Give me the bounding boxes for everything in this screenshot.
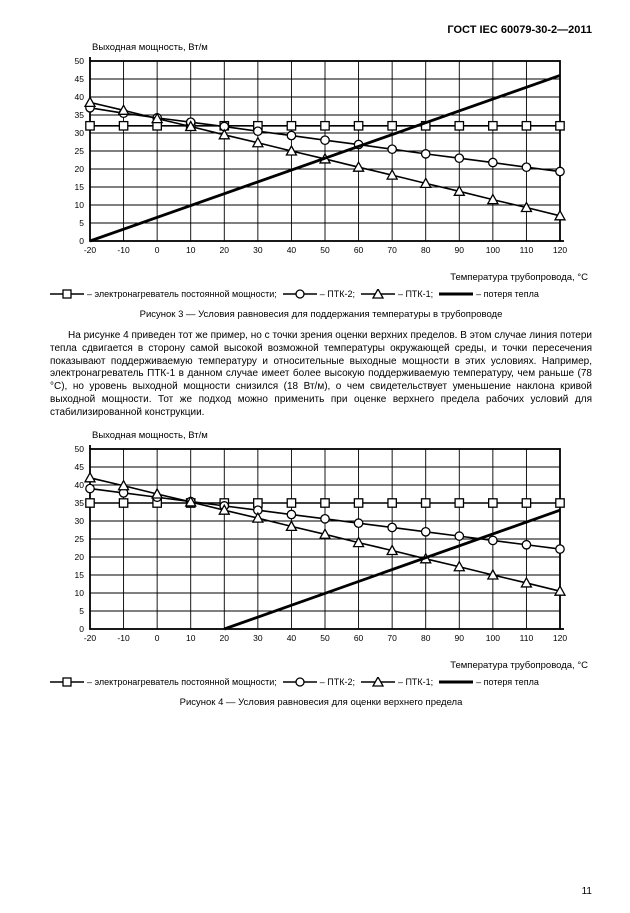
chart4-caption: Рисунок 4 — Условия равновесия для оценк… — [50, 697, 592, 708]
svg-text:0: 0 — [155, 245, 160, 255]
svg-text:0: 0 — [79, 624, 84, 634]
legend-label-ptk2: – ПТК-2; — [320, 289, 355, 299]
legend-item-const: – электронагреватель постоянной мощности… — [50, 289, 277, 299]
legend-item-heat: – потеря тепла — [439, 289, 539, 299]
svg-text:50: 50 — [75, 444, 85, 454]
svg-text:35: 35 — [75, 110, 85, 120]
legend-label-const: – электронагреватель постоянной мощности… — [87, 289, 277, 299]
svg-text:110: 110 — [520, 245, 534, 255]
legend-label-ptk1: – ПТК-1; — [398, 677, 433, 687]
svg-text:-20: -20 — [84, 633, 97, 643]
svg-text:0: 0 — [79, 236, 84, 246]
svg-text:50: 50 — [75, 56, 85, 66]
legend-label-heat: – потеря тепла — [476, 289, 539, 299]
svg-text:10: 10 — [75, 588, 85, 598]
svg-text:20: 20 — [220, 633, 230, 643]
chart3-caption: Рисунок 3 — Условия равновесия для подде… — [50, 309, 592, 320]
page: ГОСТ IEC 60079-30-2—2011 Выходная мощнос… — [0, 0, 630, 913]
svg-text:-10: -10 — [117, 245, 130, 255]
figure-4: Выходная мощность, Вт/м -20 -10 0 10 20 30 40 5… — [50, 430, 592, 708]
svg-text:120: 120 — [553, 245, 567, 255]
svg-text:40: 40 — [75, 92, 85, 102]
svg-text:30: 30 — [253, 245, 263, 255]
svg-text:80: 80 — [421, 245, 431, 255]
svg-text:10: 10 — [186, 633, 196, 643]
svg-text:100: 100 — [486, 245, 500, 255]
legend-item-ptk1: – ПТК-1; — [361, 677, 433, 687]
svg-text:60: 60 — [354, 245, 364, 255]
svg-text:25: 25 — [75, 146, 85, 156]
svg-text:30: 30 — [253, 633, 263, 643]
svg-text:120: 120 — [553, 633, 567, 643]
svg-text:20: 20 — [75, 552, 85, 562]
svg-text:10: 10 — [186, 245, 196, 255]
legend-item-ptk2: – ПТК-2; — [283, 289, 355, 299]
chart4-plot: -20 -10 0 10 20 30 40 50 60 70 80 90 100 110 120 0 5 10 15… — [50, 443, 570, 658]
svg-text:-20: -20 — [84, 245, 97, 255]
svg-text:0: 0 — [155, 633, 160, 643]
svg-text:10: 10 — [75, 200, 85, 210]
chart3-legend: – электронагреватель постоянной мощности… — [50, 289, 592, 301]
svg-text:40: 40 — [75, 480, 85, 490]
svg-text:20: 20 — [220, 245, 230, 255]
document-id: ГОСТ IEC 60079-30-2—2011 — [50, 24, 592, 36]
legend-item-const: – электронагреватель постоянной мощности… — [50, 677, 277, 687]
svg-text:5: 5 — [79, 606, 84, 616]
svg-text:40: 40 — [287, 633, 297, 643]
chart4-legend: – электронагреватель постоянной мощности… — [50, 677, 592, 689]
svg-text:100: 100 — [486, 633, 500, 643]
chart3-plot: -20 -10 0 10 20 30 40 50 60 70 80 90 100 110 120 0 5 10 15… — [50, 55, 570, 270]
svg-text:70: 70 — [387, 633, 397, 643]
paragraph-text: На рисунке 4 приведен тот же пример, но … — [50, 330, 592, 418]
chart4-ylabel: Выходная мощность, Вт/м — [92, 430, 592, 441]
svg-text:15: 15 — [75, 570, 85, 580]
svg-text:40: 40 — [287, 245, 297, 255]
legend-label-ptk1: – ПТК-1; — [398, 289, 433, 299]
legend-label-const: – электронагреватель постоянной мощности… — [87, 677, 277, 687]
svg-text:90: 90 — [455, 633, 465, 643]
legend-label-ptk2: – ПТК-2; — [320, 677, 355, 687]
svg-text:-10: -10 — [117, 633, 130, 643]
figure-3: Выходная мощность, Вт/м -20 -10 0 10 20 30 40 5… — [50, 42, 592, 320]
chart3-xlabel: Температура трубопровода, °C — [50, 272, 588, 283]
svg-text:30: 30 — [75, 516, 85, 526]
svg-text:25: 25 — [75, 534, 85, 544]
chart3-ylabel: Выходная мощность, Вт/м — [92, 42, 592, 53]
legend-item-ptk2: – ПТК-2; — [283, 677, 355, 687]
svg-text:50: 50 — [320, 245, 330, 255]
svg-text:60: 60 — [354, 633, 364, 643]
svg-text:90: 90 — [455, 245, 465, 255]
svg-text:15: 15 — [75, 182, 85, 192]
svg-text:110: 110 — [520, 633, 534, 643]
svg-text:45: 45 — [75, 74, 85, 84]
legend-item-heat: – потеря тепла — [439, 677, 539, 687]
legend-label-heat: – потеря тепла — [476, 677, 539, 687]
body-paragraph: На рисунке 4 приведен тот же пример, но … — [50, 330, 592, 420]
svg-text:70: 70 — [387, 245, 397, 255]
legend-item-ptk1: – ПТК-1; — [361, 289, 433, 299]
page-number: 11 — [582, 886, 592, 897]
svg-text:50: 50 — [320, 633, 330, 643]
svg-text:30: 30 — [75, 128, 85, 138]
svg-text:45: 45 — [75, 462, 85, 472]
svg-text:20: 20 — [75, 164, 85, 174]
svg-text:35: 35 — [75, 498, 85, 508]
svg-text:80: 80 — [421, 633, 431, 643]
svg-text:5: 5 — [79, 218, 84, 228]
chart4-xlabel: Температура трубопровода, °C — [50, 660, 588, 671]
